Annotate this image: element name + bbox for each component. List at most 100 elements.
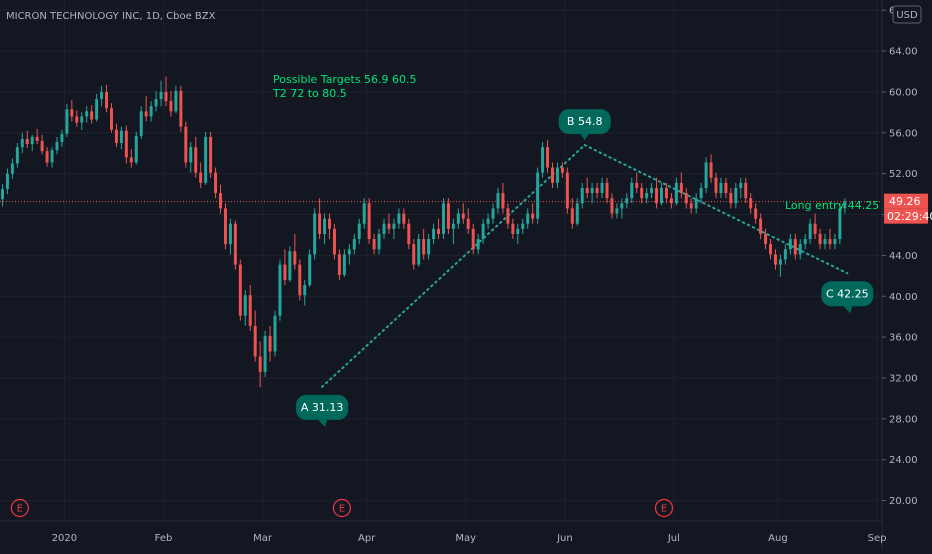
candle-body [174, 90, 178, 112]
candle-body [506, 208, 510, 224]
candle [110, 103, 113, 133]
candle [441, 198, 445, 240]
candle-body [754, 208, 758, 219]
candle-body [481, 223, 485, 240]
candle [95, 93, 99, 122]
candle-body [303, 285, 307, 296]
candle-body [273, 315, 277, 352]
candle [427, 233, 431, 260]
callout-point-b: B 54.8 [558, 109, 611, 141]
candle [759, 213, 763, 240]
candle [392, 218, 396, 240]
candle [546, 139, 550, 173]
callout-pointer [580, 134, 589, 141]
candle [194, 136, 198, 178]
candle-body [392, 223, 396, 229]
candle-body [580, 187, 584, 204]
candle-body [114, 129, 118, 144]
candle [551, 162, 554, 188]
earnings-circle [332, 498, 351, 518]
candle [640, 182, 644, 204]
candle-body [828, 239, 832, 245]
time-tick-label: Feb [155, 533, 173, 544]
callout-bubble [821, 281, 874, 307]
candle [20, 132, 24, 154]
candle [531, 203, 535, 224]
candle-body [367, 203, 371, 240]
candle [610, 193, 614, 219]
candle-body [179, 90, 183, 127]
candle-body [387, 223, 391, 229]
candle-body [536, 172, 540, 219]
candle-body [318, 213, 322, 234]
candle-body [446, 203, 450, 229]
candle-body [139, 111, 143, 136]
current-price-tag: 49.26 02:29:40 [884, 193, 932, 224]
candle [838, 203, 842, 245]
candle [85, 106, 89, 123]
candle-body [60, 133, 64, 142]
candle-body [501, 193, 505, 209]
candle-body [323, 218, 327, 234]
candle [664, 182, 668, 204]
time-tick-label: Jul [667, 533, 680, 544]
candle-body [511, 223, 515, 234]
candle [184, 121, 188, 168]
candle [808, 218, 812, 245]
candle [585, 177, 589, 199]
candle [630, 177, 634, 204]
candle [714, 172, 718, 199]
callout-label: C 42.25 [826, 287, 869, 300]
candle-body [560, 167, 564, 173]
candle [199, 162, 203, 188]
candle [655, 177, 659, 209]
candle [5, 168, 9, 195]
candle [749, 193, 753, 214]
candle-body [283, 264, 287, 280]
candle [382, 218, 386, 240]
candle [298, 259, 302, 301]
candle-body [496, 193, 500, 209]
long-entry-annotation: Long entry 44.25 [785, 199, 879, 212]
candle-body [20, 138, 24, 148]
candle-body [714, 177, 718, 194]
candle-body [456, 213, 460, 224]
earnings-circle [654, 498, 674, 518]
candle [323, 213, 327, 245]
candle-body [228, 223, 232, 245]
candle [565, 167, 569, 214]
candle [417, 233, 421, 267]
candle [669, 193, 673, 209]
candle [823, 233, 827, 250]
candle-body [491, 208, 495, 219]
candle-body [461, 213, 465, 219]
candle [144, 96, 148, 122]
candle [783, 244, 787, 265]
candle [243, 290, 247, 326]
candle-body [679, 182, 683, 194]
candle [491, 203, 495, 224]
candle [536, 167, 540, 224]
trendline-segment [321, 144, 586, 388]
candle-body [555, 167, 559, 183]
candle-body [625, 198, 629, 204]
candle [560, 162, 564, 178]
candle-body [288, 251, 292, 280]
candle [466, 208, 470, 234]
candle [174, 85, 178, 114]
candle [362, 198, 366, 229]
candle-body [694, 198, 698, 209]
candle-body [823, 239, 827, 245]
candle [313, 208, 317, 260]
candle [516, 223, 520, 245]
candle-body [595, 187, 599, 194]
candle [476, 233, 480, 255]
candle [169, 90, 173, 117]
currency-badge[interactable]: USD [892, 5, 922, 24]
candle [30, 134, 34, 152]
candle-body [263, 336, 267, 372]
candle-body [248, 295, 252, 326]
candle [437, 218, 441, 240]
